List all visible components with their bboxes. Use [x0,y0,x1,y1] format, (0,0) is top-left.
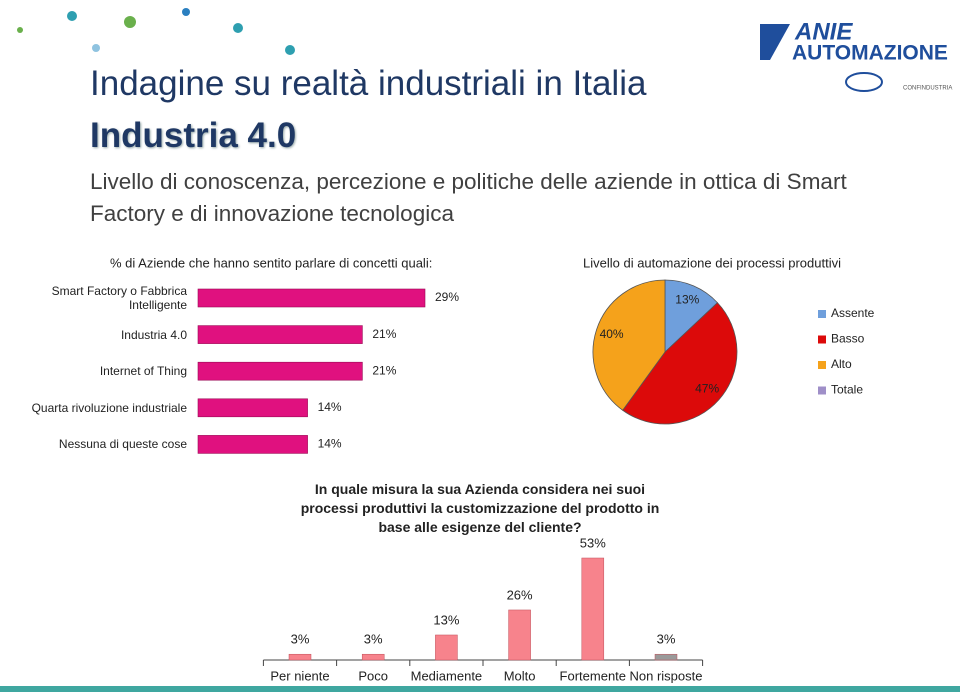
logo-mark [760,24,790,60]
pie-slice [622,302,738,425]
x-tick-label: Poco [358,668,388,683]
dot [92,44,100,52]
y-label-box: Quarta rivoluzione industriale [31,400,187,415]
y-label-box: Nessuna di queste cose [58,437,187,452]
dot [124,16,136,28]
bar [654,653,678,661]
pie-slice [592,279,666,411]
bar [197,288,426,308]
value-label: 29% [435,290,459,304]
y-tick-label: Smart Factory o Fabbrica Intelligente [51,284,187,312]
chart-title-box: In quale misura la sua Azienda considera… [300,481,660,535]
chart-title: In quale misura la sua Azienda considera… [300,481,660,535]
bar [435,634,458,661]
legend-label: Basso [831,332,865,346]
value-label: 40% [600,327,624,341]
x-tick-label: Molto [504,668,536,683]
bar [508,609,531,661]
chart-title: Livello di automazione dei processi prod… [583,255,841,270]
dot [17,27,23,33]
value-label: 13% [675,293,699,307]
x-tick-label: Per niente [270,668,329,683]
bar [581,557,605,661]
value-label: 21% [372,327,396,341]
logo-brand: ANIE [794,18,853,45]
value-label: 14% [318,437,342,451]
dot [182,8,190,16]
logo-partner: CONFINDUSTRIA [903,86,952,92]
value-label: 53% [580,535,606,550]
value-label: 21% [372,363,396,377]
x-tick-label: Mediamente [411,668,483,683]
x-tick-label: Non risposte [630,668,703,683]
legend-label: Totale [831,383,863,397]
bar [361,653,385,661]
bar [197,325,363,344]
value-label: 13% [433,612,459,627]
y-tick-label: Internet of Thing [99,364,187,379]
bar [197,398,308,418]
value-label: 3% [364,632,383,647]
logo-oval [845,72,883,92]
legend-label: Alto [831,357,852,371]
slide-subtitle: Industria 4.0 [90,116,297,155]
value-label: 26% [507,587,533,602]
legend-swatch [818,310,826,318]
y-label-box: Industria 4.0 [120,327,187,342]
slide-title: Indagine su realtà industriali in Italia [90,64,647,103]
logo: ANIE AUTOMAZIONE CONFINDUSTRIA [760,18,952,92]
y-tick-label: Quarta rivoluzione industriale [31,400,187,415]
chart-title: % di Aziende che hanno sentito parlare d… [110,255,432,270]
dot [285,45,295,55]
value-label: 3% [657,632,676,647]
bar [288,653,312,661]
y-tick-label: Industria 4.0 [120,327,187,342]
footer-stripe [0,686,960,692]
legend-swatch [818,386,826,395]
y-label-box: Smart Factory o Fabbrica Intelligente [51,284,187,312]
dot [67,11,77,21]
dot [233,23,243,33]
value-label: 14% [318,400,342,414]
pie-slice [664,279,719,353]
bar [197,361,363,381]
decor-dots [17,8,295,55]
legend-swatch [818,335,826,344]
value-label: 47% [695,381,719,395]
legend-swatch [818,361,826,369]
logo-product: AUTOMAZIONE [792,42,948,65]
x-tick-label: Fortemente [560,668,626,683]
y-label-box: Internet of Thing [99,364,187,379]
bar [197,435,308,454]
legend-label: Assente [831,306,875,320]
slide-description: Livello di conoscenza, percezione e poli… [90,169,847,226]
value-label: 3% [291,632,310,647]
y-tick-label: Nessuna di queste cose [58,437,187,452]
